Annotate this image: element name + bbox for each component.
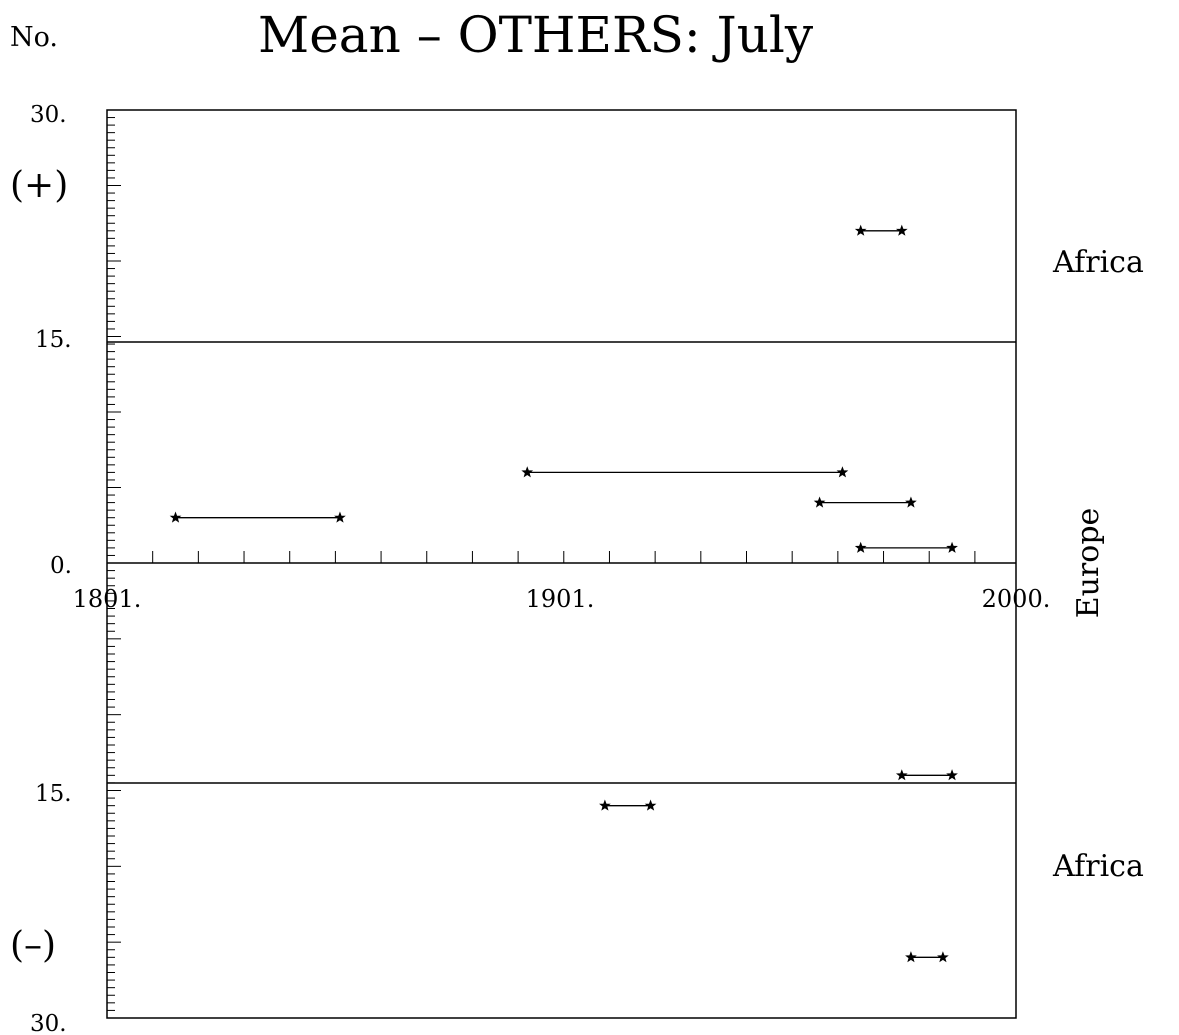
data-point-star bbox=[946, 769, 958, 781]
data-point-star bbox=[836, 466, 849, 478]
x-axis-ticks bbox=[152, 551, 976, 563]
data-point-star bbox=[813, 496, 826, 508]
data-point-star bbox=[854, 541, 867, 553]
plus-sign-label: (+) bbox=[10, 165, 68, 206]
x-tick-label-2000: 2000. bbox=[982, 585, 1051, 613]
series-1 bbox=[169, 511, 346, 523]
x-tick-label-1901: 1901. bbox=[526, 585, 595, 613]
data-point-star bbox=[854, 224, 867, 236]
y-tick-label-0: 0. bbox=[50, 553, 72, 579]
data-point-star bbox=[905, 496, 917, 508]
series-4 bbox=[854, 541, 958, 553]
y-tick-label-top-30: 30. bbox=[30, 102, 67, 128]
data-point-star bbox=[599, 799, 611, 811]
minus-sign-label: (–) bbox=[10, 925, 56, 966]
series-layer bbox=[169, 224, 958, 963]
series-7 bbox=[895, 769, 958, 781]
region-label-europe: Europe bbox=[1071, 508, 1106, 619]
series-8 bbox=[905, 951, 949, 963]
data-point-star bbox=[946, 541, 958, 553]
y-tick-label-bottom-30: 30. bbox=[30, 1011, 67, 1035]
data-point-star bbox=[521, 466, 534, 478]
y-tick-label-top-15: 15. bbox=[35, 327, 72, 353]
data-point-star bbox=[169, 511, 182, 523]
chart-title: Mean – OTHERS: July bbox=[258, 6, 814, 64]
region-label-africa-upper: Africa bbox=[1052, 245, 1144, 280]
y-minor-ticks bbox=[107, 109, 121, 1019]
corner-label: No. bbox=[10, 22, 58, 53]
data-point-star bbox=[905, 951, 917, 963]
series-2 bbox=[521, 466, 849, 478]
data-point-star bbox=[895, 224, 908, 236]
x-tick-label-1801: 1801. bbox=[73, 585, 142, 613]
data-point-star bbox=[895, 769, 908, 781]
data-point-star bbox=[334, 511, 346, 523]
plot-frame bbox=[106, 109, 1017, 1019]
region-label-africa-lower: Africa bbox=[1052, 849, 1144, 884]
y-tick-label-bottom-15: 15. bbox=[35, 781, 72, 807]
series-3 bbox=[813, 496, 917, 508]
series-5 bbox=[854, 224, 908, 236]
data-point-star bbox=[937, 951, 949, 963]
series-6 bbox=[599, 799, 657, 811]
data-point-star bbox=[644, 799, 657, 811]
